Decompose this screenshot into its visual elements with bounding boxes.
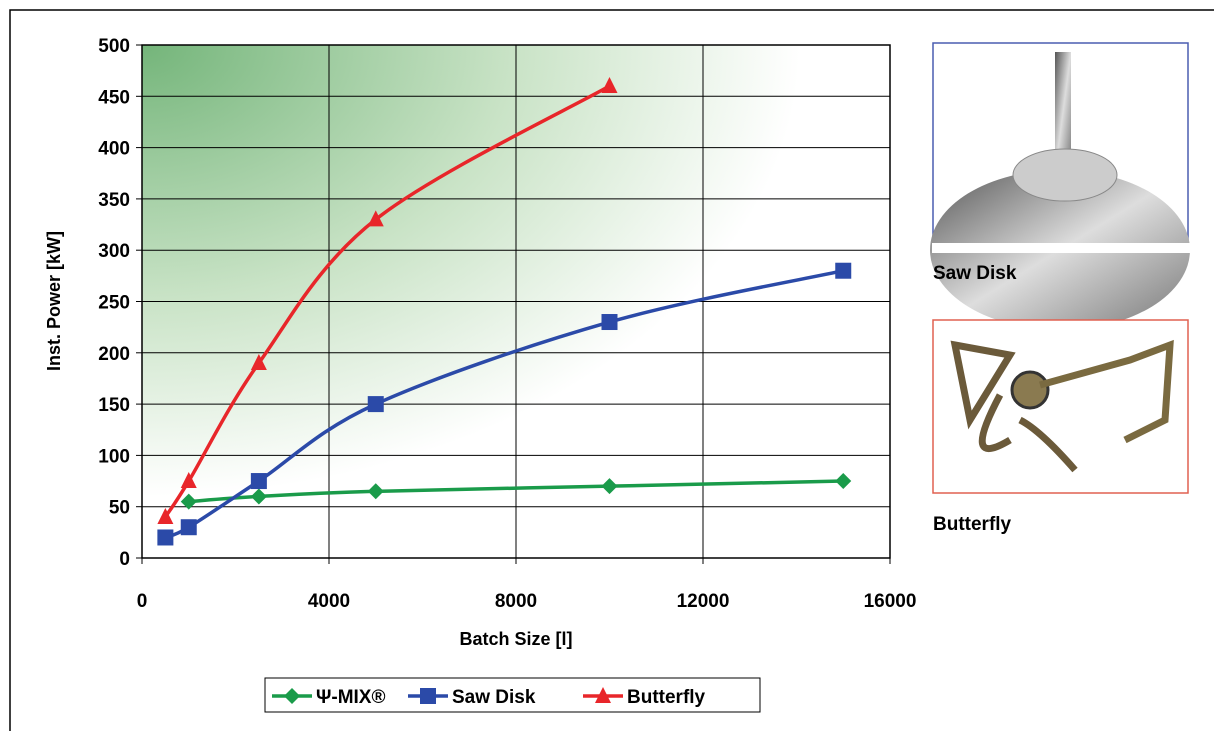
legend-label: Butterfly — [627, 687, 706, 708]
legend-label: Saw Disk — [452, 687, 536, 708]
panel-label: Saw Disk — [933, 263, 1017, 284]
y-tick-label: 150 — [98, 395, 130, 416]
marker — [602, 314, 618, 330]
y-tick-label: 500 — [98, 36, 130, 57]
y-tick-label: 450 — [98, 87, 130, 108]
y-tick-label: 400 — [98, 139, 130, 160]
x-tick-label: 8000 — [495, 591, 537, 612]
y-tick-label: 350 — [98, 190, 130, 211]
saw-disk — [1013, 149, 1117, 201]
y-axis-title: Inst. Power [kW] — [44, 231, 64, 371]
legend-label: Ψ-MIX® — [316, 687, 385, 708]
y-tick-label: 200 — [98, 344, 130, 365]
marker — [368, 396, 384, 412]
x-tick-label: 0 — [137, 591, 148, 612]
marker — [157, 529, 173, 545]
photo-mask — [932, 243, 1190, 253]
marker — [181, 519, 197, 535]
x-tick-label: 16000 — [864, 591, 917, 612]
marker — [420, 688, 436, 704]
y-tick-label: 50 — [109, 498, 130, 519]
y-tick-label: 300 — [98, 241, 130, 262]
x-tick-label: 4000 — [308, 591, 350, 612]
x-tick-label: 12000 — [677, 591, 730, 612]
hub — [1012, 372, 1048, 408]
y-tick-label: 250 — [98, 293, 130, 314]
marker — [835, 263, 851, 279]
chart: Inst. Power [kW] Batch Size [l] Ψ-MIX® Sa… — [0, 0, 1214, 731]
legend-items: Ψ-MIX® Saw Disk Butterfly — [272, 687, 706, 708]
panel-label: Butterfly — [933, 514, 1012, 535]
marker — [251, 473, 267, 489]
x-axis-title: Batch Size [l] — [459, 629, 572, 649]
y-tick-label: 100 — [98, 446, 130, 467]
y-tick-label: 0 — [119, 549, 130, 570]
